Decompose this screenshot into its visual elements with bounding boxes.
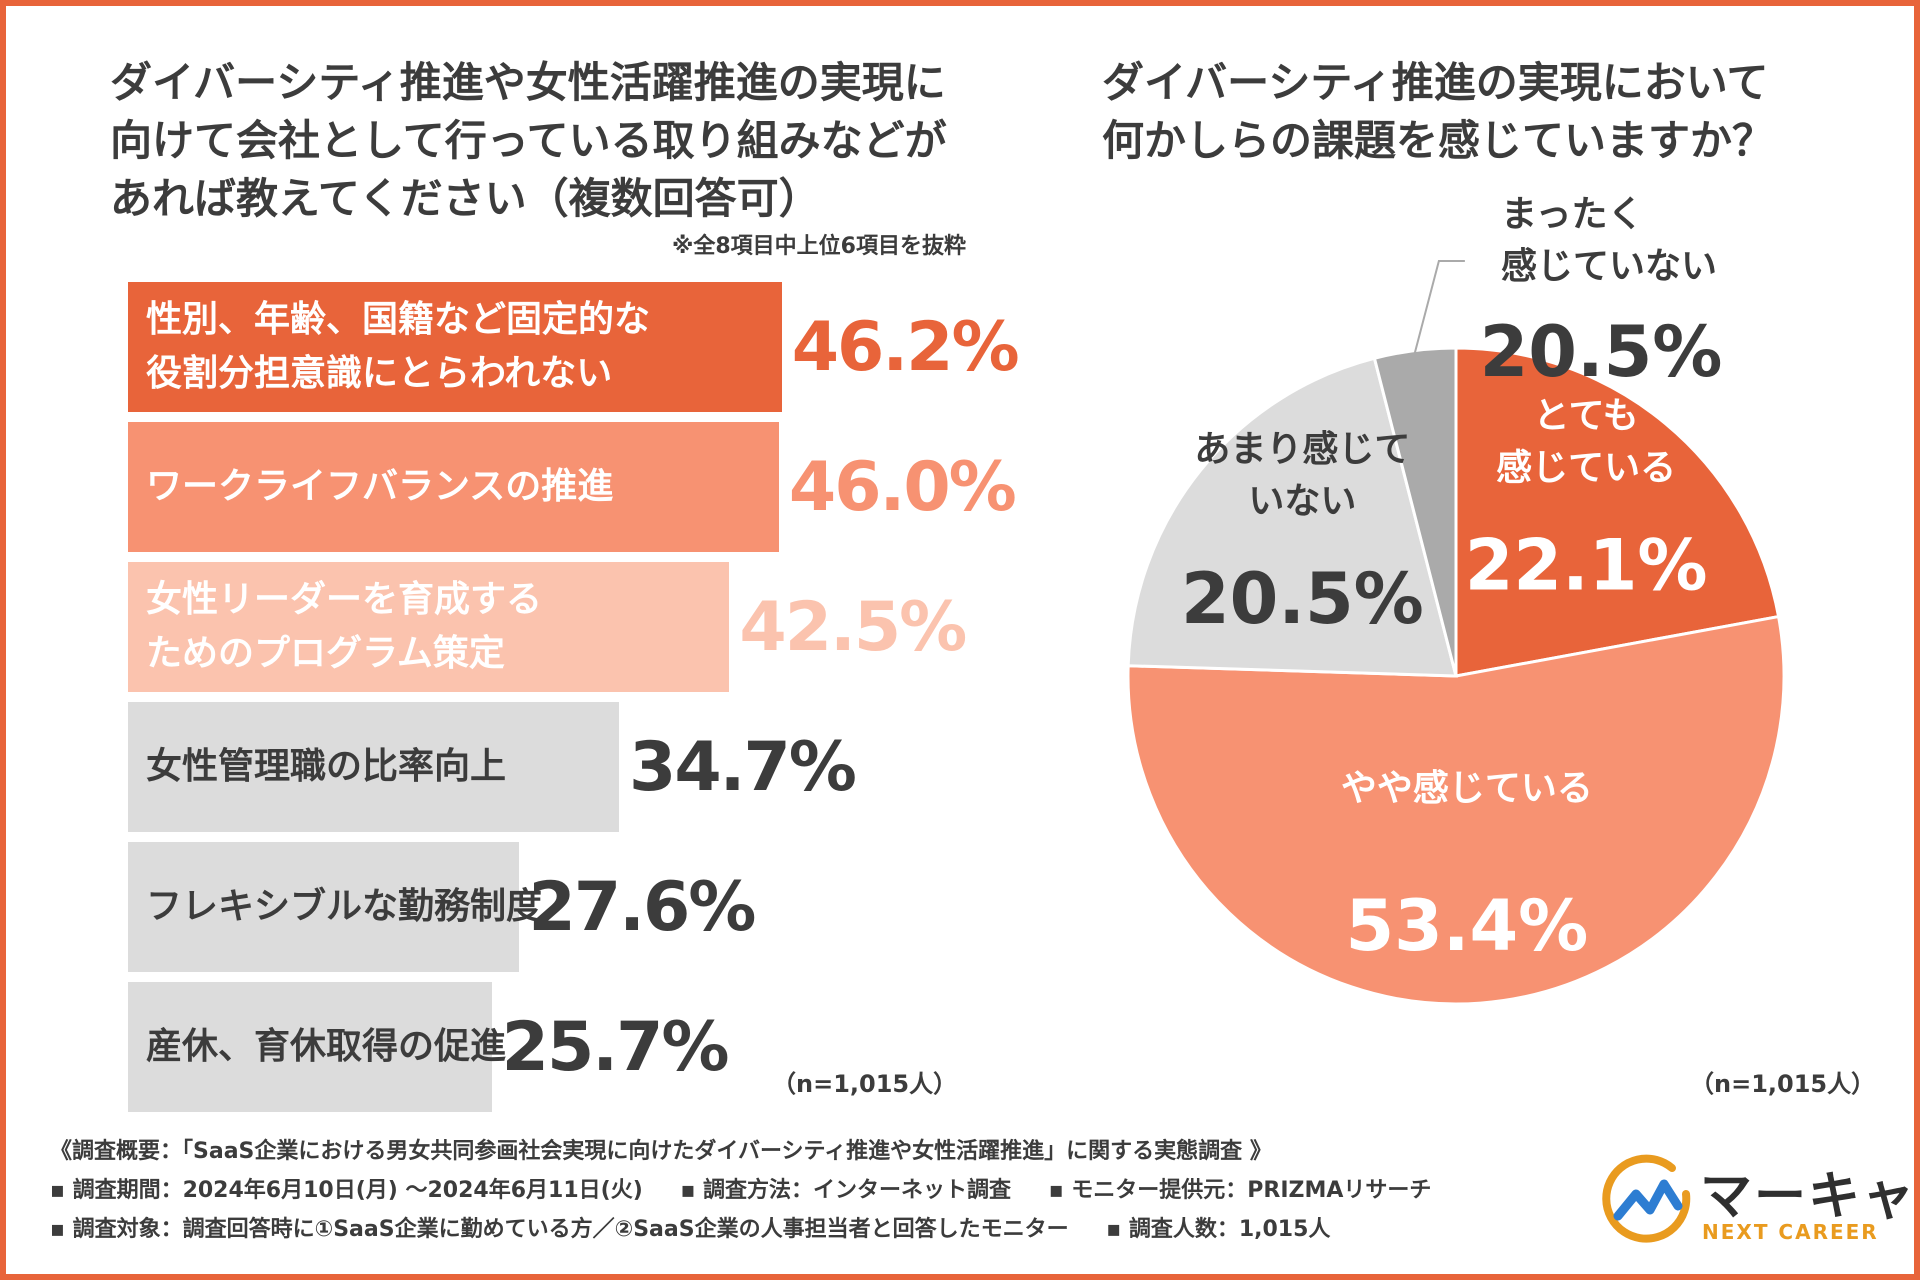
bar-row: ワークライフバランスの推進 46.0%	[128, 422, 988, 552]
bar-chart-title-line: 向けて会社として行っている取り組みなどが	[110, 112, 947, 170]
bar-row: 女性管理職の比率向上 34.7%	[128, 702, 988, 832]
survey-method: ▪ 調査方法：インターネット調査	[680, 1178, 1011, 1203]
survey-row: ▪ 調査期間：2024年6月10日(月) ～2024年6月11日(火) ▪ 調査…	[50, 1171, 1610, 1210]
bar-category-label: 産休、育休取得の促進	[146, 982, 506, 1112]
pie-slice-label: やや感じている	[1341, 768, 1593, 809]
bar-chart: 性別、年齢、国籍など固定的な 役割分担意識にとらわれない 46.2% ワークライフバ…	[128, 282, 988, 1102]
bar-row: 性別、年齢、国籍など固定的な 役割分担意識にとらわれない 46.2%	[128, 282, 988, 412]
bar-chart-title-line: ダイバーシティ推進や女性活躍推進の実現に	[110, 54, 947, 112]
pie-slice-label: いない	[1248, 481, 1356, 522]
bar-category-label: 女性リーダーを育成する ためのプログラム策定	[146, 562, 542, 692]
bar-value-label: 34.7%	[629, 702, 855, 832]
bar-row: フレキシブルな勤務制度 27.6%	[128, 842, 988, 972]
bar-chart-title: ダイバーシティ推進や女性活躍推進の実現に 向けて会社として行っている取り組みなど…	[110, 54, 947, 228]
bar-value-label: 27.6%	[529, 842, 755, 972]
logo-tagline: NEXT CAREER	[1702, 1220, 1879, 1244]
bar-category-label: フレキシブルな勤務制度	[146, 842, 542, 972]
pie-chart: とても感じている22.1%やや感じている53.4%あまり感じていない20.5%ま…	[1106, 336, 1806, 1036]
pie-slice-label: 感じていない	[1501, 246, 1717, 287]
survey-target: ▪ 調査対象：調査回答時に①SaaS企業に勤めている方／②SaaS企業の人事担当…	[50, 1217, 1069, 1242]
pie-slice-value: 20.5%	[1480, 311, 1723, 393]
logo-wordmark: マーキャリ	[1700, 1154, 1920, 1229]
pie-slice-label: とても	[1534, 396, 1639, 437]
survey-summary: 《調査概要：「SaaS企業における男女共同参画社会実現に向けたダイバーシティ推進…	[50, 1132, 1610, 1249]
bar-row: 女性リーダーを育成する ためのプログラム策定 42.5%	[128, 562, 988, 692]
bar-value-label: 25.7%	[502, 982, 728, 1112]
pie-slice-label: あまり感じて	[1194, 429, 1410, 470]
infographic-frame: ダイバーシティ推進や女性活躍推進の実現に 向けて会社として行っている取り組みなど…	[6, 6, 1914, 1274]
logo-mark-icon	[1602, 1154, 1698, 1250]
pie-slice-label: 感じている	[1496, 448, 1676, 489]
pie-slice-label: まったく	[1501, 194, 1644, 235]
pie-chart-title: ダイバーシティ推進の実現において 何かしらの課題を感じていますか？	[1102, 54, 1774, 170]
bar-chart-title-line: あれば教えてください（複数回答可）	[110, 170, 947, 228]
pie-chart-sample-size: （n=1,015人）	[1690, 1064, 1875, 1099]
bar-value-label: 42.5%	[739, 562, 965, 692]
pie-chart-title-line: ダイバーシティ推進の実現において	[1102, 54, 1774, 112]
survey-period: ▪ 調査期間：2024年6月10日(月) ～2024年6月11日(火)	[50, 1178, 643, 1203]
bar-category-label: ワークライフバランスの推進	[146, 422, 613, 552]
leader-line	[1415, 261, 1465, 353]
bar-value-label: 46.0%	[789, 422, 1015, 552]
bar-category-label: 女性管理職の比率向上	[146, 702, 506, 832]
bar-chart-sample-size: （n=1,015人）	[772, 1064, 957, 1099]
pie-slice-value: 20.5%	[1181, 558, 1424, 640]
brand-logo: マーキャリ NEXT CAREER	[1602, 1154, 1882, 1254]
bar-value-label: 46.2%	[792, 282, 1018, 412]
pie-slice-value: 22.1%	[1465, 525, 1708, 607]
pie-chart-title-line: 何かしらの課題を感じていますか？	[1102, 112, 1774, 170]
survey-row: ▪ 調査対象：調査回答時に①SaaS企業に勤めている方／②SaaS企業の人事担当…	[50, 1210, 1610, 1249]
survey-count: ▪ 調査人数：1,015人	[1106, 1217, 1330, 1242]
survey-provider: ▪ モニター提供元：PRIZMAリサーチ	[1049, 1178, 1432, 1203]
bar-category-label: 性別、年齢、国籍など固定的な 役割分担意識にとらわれない	[146, 282, 650, 412]
pie-slice-value: 53.4%	[1345, 885, 1588, 967]
survey-title: 《調査概要：「SaaS企業における男女共同参画社会実現に向けたダイバーシティ推進…	[50, 1132, 1610, 1171]
bar-chart-note: ※全8項目中上位6項目を抜粋	[110, 228, 966, 260]
